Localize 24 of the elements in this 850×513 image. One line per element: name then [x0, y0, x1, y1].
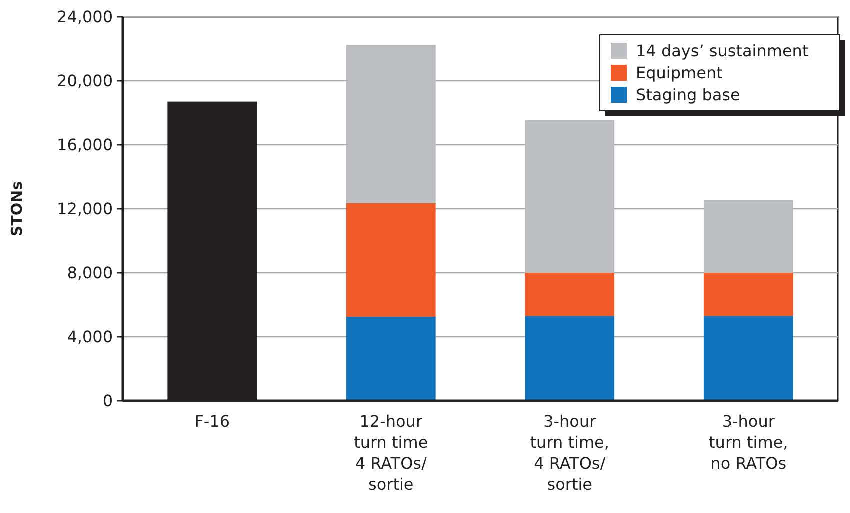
x-tick-label: 12-hour turn time 4 RATOs/ sortie — [354, 412, 428, 494]
bar — [346, 317, 436, 401]
x-tick-label: F-16 — [194, 412, 230, 431]
bar — [704, 200, 794, 273]
bar — [346, 45, 436, 204]
bar — [704, 316, 794, 401]
y-tick-label: 0 — [102, 392, 113, 411]
y-tick-label: 8,000 — [67, 264, 113, 283]
y-tick-label: 4,000 — [67, 328, 113, 347]
y-axis-title: STONs — [8, 181, 26, 237]
y-tick-label: 20,000 — [57, 72, 113, 91]
legend-label: Staging base — [636, 86, 740, 105]
bar — [525, 120, 615, 273]
bar — [704, 273, 794, 316]
legend-label: 14 days’ sustainment — [636, 42, 809, 61]
bar — [525, 273, 615, 316]
x-tick-label: 3-hour turn time, no RATOs — [709, 412, 788, 473]
bar — [525, 316, 615, 401]
y-tick-label: 24,000 — [57, 8, 113, 27]
legend-label: Equipment — [636, 64, 723, 83]
y-tick-label: 12,000 — [57, 200, 113, 219]
bar — [346, 203, 436, 317]
x-tick-label: 3-hour turn time, 4 RATOs/ sortie — [530, 412, 610, 494]
y-tick-label: 16,000 — [57, 136, 113, 155]
